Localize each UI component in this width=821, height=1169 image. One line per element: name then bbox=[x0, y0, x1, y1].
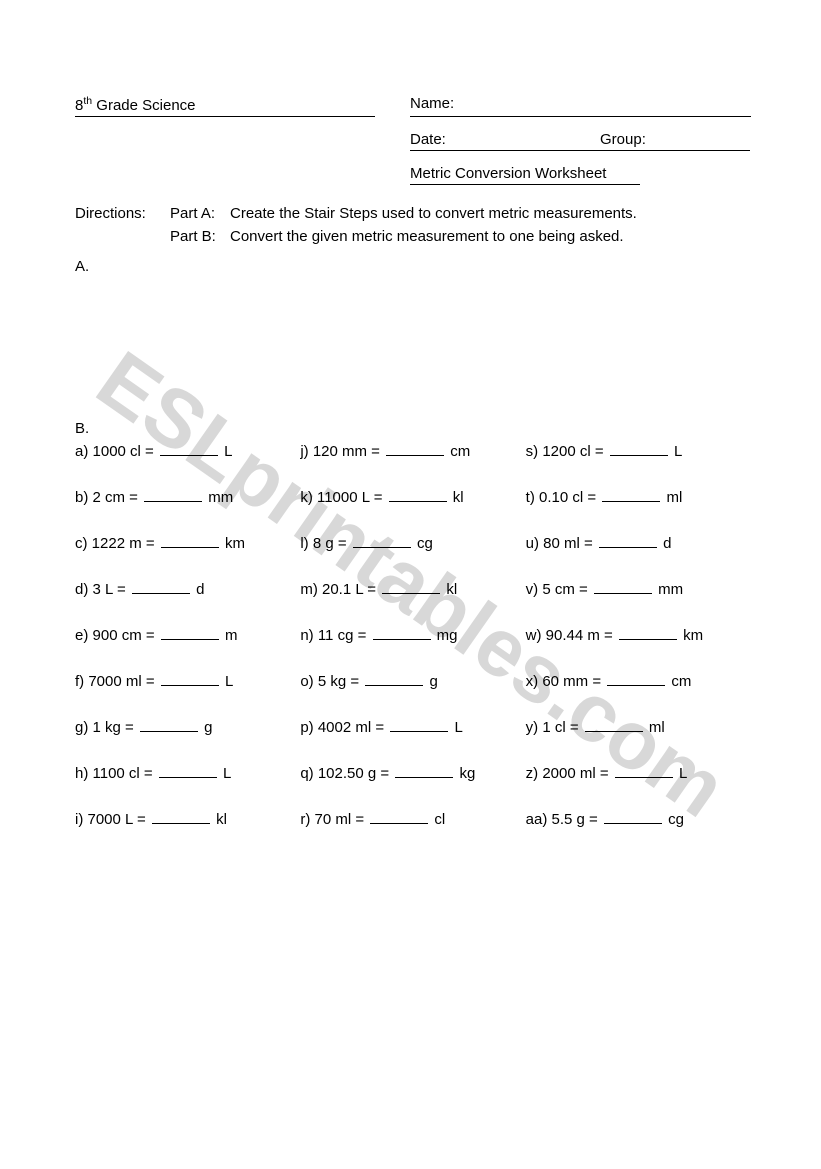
answer-blank bbox=[604, 809, 662, 824]
answer-blank bbox=[619, 625, 677, 640]
answer-blank bbox=[610, 441, 668, 456]
answer-blank bbox=[161, 533, 219, 548]
answer-blank bbox=[395, 763, 453, 778]
problem-item: f) 7000 ml = L bbox=[75, 671, 300, 690]
section-b-label: B. bbox=[75, 420, 751, 437]
problem-item: z) 2000 ml = L bbox=[526, 763, 751, 782]
section-a: A. bbox=[75, 258, 751, 275]
problem-item: i) 7000 L = kl bbox=[75, 809, 300, 828]
answer-blank bbox=[365, 671, 423, 686]
problems-grid: a) 1000 cl = Lj) 120 mm = cms) 1200 cl =… bbox=[75, 441, 751, 828]
problem-item: g) 1 kg = g bbox=[75, 717, 300, 736]
subject-sup: th bbox=[83, 95, 92, 107]
problem-item: j) 120 mm = cm bbox=[300, 441, 525, 460]
problem-item: h) 1100 cl = L bbox=[75, 763, 300, 782]
answer-blank bbox=[386, 441, 444, 456]
answer-blank bbox=[353, 533, 411, 548]
problem-item: r) 70 ml = cl bbox=[300, 809, 525, 828]
answer-blank bbox=[144, 487, 202, 502]
problem-item: e) 900 cm = m bbox=[75, 625, 300, 644]
problem-item: l) 8 g = cg bbox=[300, 533, 525, 552]
answer-blank bbox=[585, 717, 643, 732]
answer-blank bbox=[389, 487, 447, 502]
answer-blank bbox=[160, 441, 218, 456]
problem-item: u) 80 ml = d bbox=[526, 533, 751, 552]
answer-blank bbox=[140, 717, 198, 732]
answer-blank bbox=[132, 579, 190, 594]
answer-blank bbox=[615, 763, 673, 778]
problem-item: s) 1200 cl = L bbox=[526, 441, 751, 460]
part-b-text: Convert the given metric measurement to … bbox=[230, 226, 649, 249]
answer-blank bbox=[373, 625, 431, 640]
answer-blank bbox=[382, 579, 440, 594]
directions-block: Directions: Part A: Create the Stair Ste… bbox=[75, 203, 751, 248]
answer-blank bbox=[370, 809, 428, 824]
section-a-label: A. bbox=[75, 258, 89, 275]
date-line: Date: bbox=[410, 131, 600, 151]
worksheet-title: Metric Conversion Worksheet bbox=[410, 165, 640, 185]
header-row-3: Metric Conversion Worksheet bbox=[410, 165, 751, 185]
date-label: Date: bbox=[410, 131, 446, 148]
answer-blank bbox=[152, 809, 210, 824]
problem-item: p) 4002 ml = L bbox=[300, 717, 525, 736]
problem-item: x) 60 mm = cm bbox=[526, 671, 751, 690]
part-a-label: Part A: bbox=[170, 203, 230, 226]
problem-item: a) 1000 cl = L bbox=[75, 441, 300, 460]
problem-item: n) 11 cg = mg bbox=[300, 625, 525, 644]
problem-item: y) 1 cl = ml bbox=[526, 717, 751, 736]
problem-item: v) 5 cm = mm bbox=[526, 579, 751, 598]
answer-blank bbox=[161, 671, 219, 686]
problem-item: o) 5 kg = g bbox=[300, 671, 525, 690]
name-label: Name: bbox=[410, 95, 454, 112]
answer-blank bbox=[599, 533, 657, 548]
subject-post: Grade Science bbox=[92, 97, 195, 114]
answer-blank bbox=[594, 579, 652, 594]
header-row-1: 8th Grade Science Name: bbox=[75, 95, 751, 117]
name-line: Name: bbox=[410, 95, 751, 117]
group-line: Group: bbox=[600, 131, 750, 151]
problem-item: t) 0.10 cl = ml bbox=[526, 487, 751, 506]
problem-item: b) 2 cm = mm bbox=[75, 487, 300, 506]
problem-item: q) 102.50 g = kg bbox=[300, 763, 525, 782]
answer-blank bbox=[159, 763, 217, 778]
answer-blank bbox=[390, 717, 448, 732]
problem-item: m) 20.1 L = kl bbox=[300, 579, 525, 598]
answer-blank bbox=[602, 487, 660, 502]
problem-item: aa) 5.5 g = cg bbox=[526, 809, 751, 828]
problem-item: c) 1222 m = km bbox=[75, 533, 300, 552]
group-label: Group: bbox=[600, 131, 646, 148]
answer-blank bbox=[161, 625, 219, 640]
problem-item: k) 11000 L = kl bbox=[300, 487, 525, 506]
part-b-label: Part B: bbox=[170, 226, 230, 249]
header-row-2: Date: Group: bbox=[410, 131, 751, 151]
problem-item: w) 90.44 m = km bbox=[526, 625, 751, 644]
directions-label: Directions: bbox=[75, 203, 170, 226]
problem-item: d) 3 L = d bbox=[75, 579, 300, 598]
part-a-text: Create the Stair Steps used to convert m… bbox=[230, 203, 649, 226]
answer-blank bbox=[607, 671, 665, 686]
subject-line: 8th Grade Science bbox=[75, 95, 375, 117]
